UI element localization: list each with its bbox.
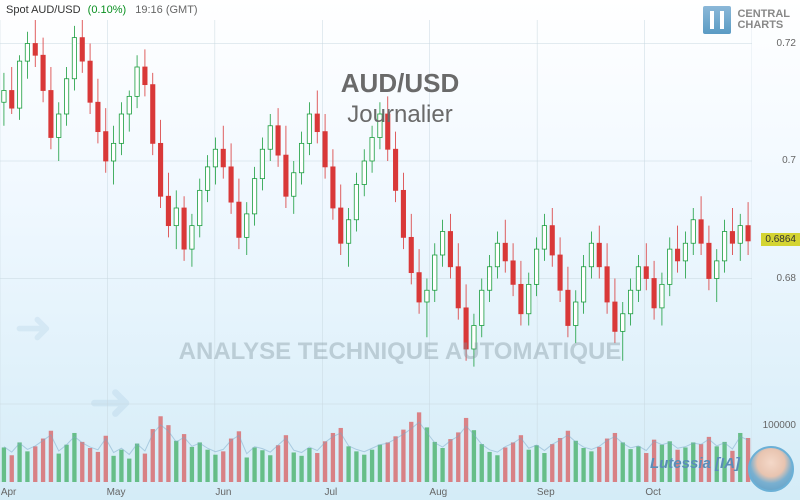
title-sub: Journalier [341, 101, 459, 129]
title-main: AUD/USD [341, 68, 459, 99]
time-label: 19:16 (GMT) [135, 4, 197, 16]
current-price-badge: 0.6864 [761, 233, 800, 246]
watermark-text: ANALYSE TECHNIQUE AUTOMATIQUE [179, 338, 622, 366]
symbol-label: Spot AUD/USD [6, 4, 81, 16]
avatar-icon [748, 446, 794, 492]
logo-text: CENTRAL CHARTS [737, 9, 790, 31]
chart-title: AUD/USD Journalier [341, 68, 459, 129]
change-label: (0.10%) [88, 4, 127, 16]
y-axis: 0.720.70.680.6864100000 [752, 20, 800, 482]
logo-icon [703, 6, 731, 34]
x-axis: AprMayJunJulAugSepOct [0, 482, 752, 500]
signature-text: Lutessia [IA] [650, 455, 740, 472]
chart-header: Spot AUD/USD (0.10%) 19:16 (GMT) [6, 4, 198, 16]
brand-logo: CENTRAL CHARTS [703, 6, 790, 34]
